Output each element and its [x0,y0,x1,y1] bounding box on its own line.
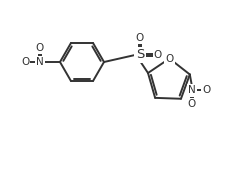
Text: O: O [203,86,211,95]
Text: O: O [136,33,144,43]
Text: O: O [165,54,174,64]
Text: O: O [188,100,196,109]
Text: O: O [21,57,29,67]
Text: O: O [36,43,44,53]
Text: O: O [154,50,162,60]
Text: N: N [36,57,44,67]
Text: N: N [188,86,196,95]
Text: S: S [136,49,144,62]
